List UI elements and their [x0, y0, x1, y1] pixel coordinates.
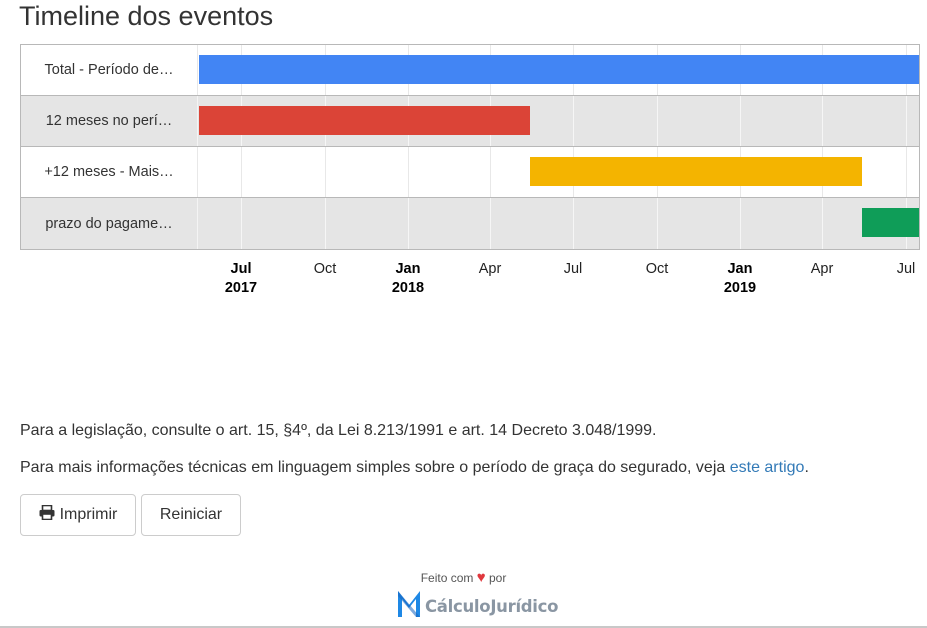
tick-month: Oct — [645, 261, 669, 277]
more-info-text: Para mais informações técnicas em lingua… — [20, 459, 809, 477]
timeline-bar[interactable] — [199, 106, 530, 135]
axis-tick-label: Oct — [314, 260, 337, 279]
timeline-bar[interactable] — [199, 55, 919, 84]
gridline — [657, 198, 658, 249]
timeline-chart: Total - Período de… 12 meses no perí… +12 … — [20, 44, 920, 250]
gridline — [822, 96, 823, 146]
gridline — [490, 198, 491, 249]
tick-month: Jul — [230, 261, 252, 277]
more-info-prefix: Para mais informações técnicas em lingua… — [20, 459, 730, 476]
timeline-row: prazo do pagame… — [21, 198, 919, 249]
gridline — [822, 198, 823, 249]
gridline — [490, 147, 491, 197]
axis-tick-label: Apr — [479, 260, 502, 279]
axis-tick-label: Jan 2019 — [724, 260, 756, 298]
gridline — [408, 198, 409, 249]
made-with-love: Feito com ♥ por — [0, 569, 927, 586]
reset-button-label: Reiniciar — [159, 506, 223, 523]
timeline-row: Total - Período de… — [21, 45, 919, 96]
gridline — [241, 147, 242, 197]
reset-button[interactable]: Reiniciar — [141, 494, 241, 536]
gridline — [408, 147, 409, 197]
tick-month: Oct — [313, 261, 337, 277]
gridline — [573, 198, 574, 249]
article-link[interactable]: este artigo — [729, 459, 805, 476]
logo-mark-icon — [396, 589, 422, 624]
tick-month: Jan — [395, 261, 421, 277]
heart-icon: ♥ — [476, 569, 486, 586]
bottom-divider — [0, 626, 927, 628]
made-with-suffix: por — [488, 571, 507, 585]
axis-tick-label: Jul 2017 — [225, 260, 257, 298]
timeline-row-label: prazo do pagame… — [21, 198, 198, 249]
tick-year: 2019 — [723, 280, 757, 296]
axis-tick-label: Jul — [897, 260, 916, 279]
axis-tick-label: Jul — [564, 260, 583, 279]
logo-text: CálculoJurídico — [425, 596, 559, 616]
page-title: Timeline dos eventos — [19, 1, 274, 31]
timeline-bar[interactable] — [530, 157, 862, 186]
tick-month: Jul — [563, 261, 583, 277]
tick-year: 2017 — [224, 280, 258, 296]
axis-tick-label: Jan 2018 — [392, 260, 424, 298]
gridline — [241, 198, 242, 249]
legislation-text: Para a legislação, consulte o art. 15, §… — [20, 422, 657, 439]
timeline-x-axis: Jul 2017 Oct Jan 2018 Apr Jul Oct Jan 2019 Apr Jul — [20, 258, 920, 302]
timeline-row-label: +12 meses - Mais… — [21, 147, 198, 197]
gridline — [906, 96, 907, 146]
made-with-prefix: Feito com — [420, 571, 474, 585]
tick-month: Apr — [478, 261, 502, 277]
print-button[interactable]: Imprimir — [20, 494, 136, 536]
tick-month: Jul — [896, 261, 916, 277]
gridline — [573, 96, 574, 146]
timeline-row-label: 12 meses no perí… — [21, 96, 198, 146]
timeline-row-label: Total - Período de… — [21, 45, 198, 95]
axis-tick-label: Apr — [811, 260, 834, 279]
timeline-row: 12 meses no perí… — [21, 96, 919, 147]
timeline-row: +12 meses - Mais… — [21, 147, 919, 198]
calculo-juridico-logo[interactable]: CálculoJurídico — [396, 589, 559, 624]
printer-icon — [39, 504, 55, 525]
gridline — [325, 147, 326, 197]
print-button-label: Imprimir — [59, 506, 118, 523]
gridline — [740, 96, 741, 146]
gridline — [906, 147, 907, 197]
gridline — [740, 198, 741, 249]
gridline — [657, 96, 658, 146]
axis-tick-label: Oct — [646, 260, 669, 279]
tick-month: Apr — [810, 261, 834, 277]
tick-month: Jan — [727, 261, 753, 277]
timeline-bar[interactable] — [862, 208, 919, 237]
gridline — [325, 198, 326, 249]
tick-year: 2018 — [391, 280, 425, 296]
more-info-suffix: . — [804, 459, 809, 476]
